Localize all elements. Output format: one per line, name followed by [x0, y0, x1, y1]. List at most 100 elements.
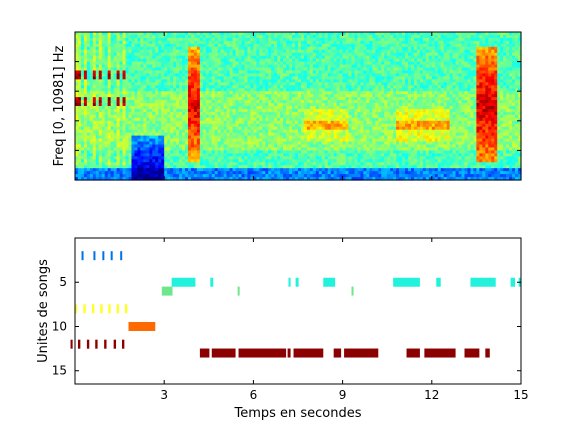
spectrogram-cell	[205, 108, 210, 113]
spectrogram-cell	[89, 168, 94, 172]
spectrogram-cell	[256, 174, 260, 178]
spectrogram-cell	[116, 156, 121, 160]
spectrogram-cell	[247, 61, 252, 66]
spectrogram-cell	[95, 61, 100, 66]
spectrogram-cell	[354, 171, 359, 175]
spectrogram-cell	[104, 43, 109, 48]
spectrogram-cell	[292, 94, 296, 98]
spectrogram-cell	[280, 147, 284, 151]
spectrogram-cell	[300, 103, 305, 107]
spectrogram-cell	[193, 114, 198, 119]
spectrogram-cell	[223, 123, 228, 128]
spectrogram-cell	[214, 32, 219, 36]
spectrogram-cell	[119, 64, 124, 69]
spectrogram-cell	[83, 37, 88, 42]
spectrogram-cell	[229, 73, 234, 77]
spectrogram-cell	[283, 126, 287, 131]
spectrogram-cell	[190, 168, 195, 172]
spectrogram-cell	[161, 106, 165, 110]
spectrogram-cell	[128, 147, 133, 151]
spectrogram-cell	[125, 123, 130, 128]
spectrogram-cell	[164, 103, 168, 107]
spectrogram-cell	[259, 46, 263, 51]
spectrogram-cell	[315, 40, 320, 45]
spectrogram-cell	[80, 37, 85, 42]
spectrogram-cell	[277, 120, 281, 125]
spectrogram-cell	[220, 117, 225, 122]
spectrogram-cell	[211, 58, 216, 63]
spectrogram-cell	[89, 40, 94, 45]
spectrogram-cell	[268, 108, 272, 113]
spectrogram-cell	[360, 108, 365, 113]
spectrogram-cell	[167, 123, 171, 128]
spectrogram-cell	[161, 120, 165, 125]
spectrogram-cell	[202, 61, 207, 66]
spectrogram-cell	[83, 52, 88, 57]
spectrogram-cell	[179, 52, 183, 57]
spectrogram-cell	[146, 144, 150, 149]
spectrogram-cell	[354, 37, 359, 42]
spectrogram-cell	[289, 52, 293, 57]
spectrogram-cell	[149, 61, 153, 66]
spectrogram-cell	[238, 34, 243, 39]
spectrogram-cell	[217, 150, 222, 154]
spectrogram-cell	[196, 106, 201, 110]
spectrogram-cell	[327, 138, 332, 143]
spectrogram-cell	[345, 91, 350, 95]
spectrogram-cell	[357, 132, 362, 137]
spectrogram-cell	[315, 141, 320, 146]
spectrogram-cell	[318, 150, 323, 154]
spectrogram-cell	[146, 174, 150, 178]
spectrogram-cell	[211, 43, 216, 48]
spectrogram-cell	[369, 156, 373, 160]
spectrogram-cell	[357, 91, 362, 95]
spectrogram-cell	[128, 150, 133, 154]
spectrogram-cell	[137, 132, 142, 137]
spectrogram-cell	[229, 49, 234, 54]
spectrogram-cell	[113, 177, 118, 181]
spectrogram-cell	[98, 97, 103, 101]
spectrogram-cell	[89, 82, 94, 86]
spectrogram-cell	[268, 88, 272, 92]
spectrogram-cell	[330, 100, 335, 104]
spectrogram-cell	[283, 61, 287, 66]
spectrogram-cell	[208, 159, 213, 163]
spectrogram-cell	[137, 106, 142, 110]
spectrogram-cell	[158, 135, 162, 140]
spectrogram-cell	[235, 43, 240, 48]
spectrogram-cell	[140, 123, 144, 128]
spectrogram-cell	[259, 64, 263, 69]
spectrogram-cell	[226, 129, 231, 134]
spectrogram-cell	[226, 177, 231, 181]
spectrogram-cell	[226, 106, 231, 110]
spectrogram-cell	[158, 82, 162, 86]
spectrogram-cell	[161, 171, 165, 175]
spectrogram-cell	[161, 177, 165, 181]
spectrogram-cell	[164, 153, 168, 157]
spectrogram-cell	[205, 141, 210, 146]
spectrogram-cell	[185, 64, 189, 69]
spectrogram-cell	[86, 141, 91, 146]
spectrogram-cell	[274, 168, 278, 172]
spectrogram-cell	[366, 114, 370, 119]
spectrogram-cell	[89, 135, 94, 140]
spectrogram-cell	[241, 34, 246, 39]
spectrogram-cell	[309, 67, 314, 72]
spectrogram-cell	[283, 49, 287, 54]
spectrogram-cell	[226, 132, 231, 137]
spectrogram-cell	[155, 114, 159, 119]
spectrogram-cell	[199, 88, 204, 92]
spectrogram-cell	[131, 49, 136, 54]
spectrogram-cell	[247, 117, 252, 122]
spectrogram-cell	[286, 82, 290, 86]
spectrogram-cell	[149, 177, 153, 181]
spectrogram-cell	[324, 52, 329, 57]
spectrogram-cell	[259, 144, 263, 149]
spectrogram-cell	[202, 70, 207, 75]
spectrogram-cell	[262, 91, 266, 95]
spectrogram-cell	[250, 91, 254, 95]
spectrogram-cell	[193, 70, 198, 75]
spectrogram-cell	[179, 108, 183, 113]
spectrogram-cell	[235, 114, 240, 119]
spectrogram-cell	[193, 147, 198, 151]
